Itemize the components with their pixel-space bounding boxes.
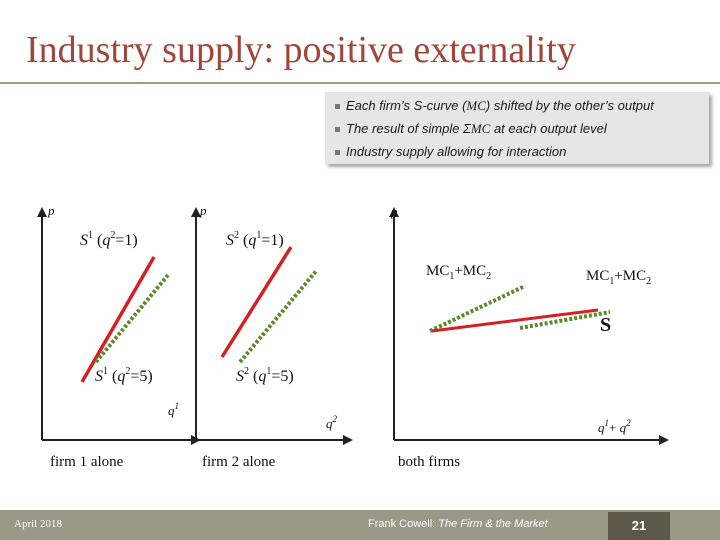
bullet-box: Each firm’s S-curve (MC) shifted by the … [325,92,709,164]
bullet-text: at each output level [490,121,607,136]
footer-bar [0,510,720,540]
mc-sum-curve-lower [519,310,611,330]
mc-sum-label-2: MC1+MC2 [586,268,651,287]
panel-both-firms: p q1+ q2 MC1+MC2 MC1+MC2 S both firms [389,204,669,470]
supply-label: S [600,314,611,336]
slide-title: Industry supply: positive externality [26,29,576,71]
upper-curve-label: S2 (q1=1) [226,230,284,249]
lower-curve-label: S1 (q2=5) [95,366,153,385]
x-axis-label: q2 [326,414,338,431]
y-axis-label: p [47,203,55,218]
mc-sum-label-1: MC1+MC2 [426,263,491,282]
y-axis-label: p [199,203,207,218]
upper-curve-label: S1 (q2=1) [80,230,138,249]
bullet-text: Industry supply allowing for interaction [346,144,567,159]
supply-curve-lower [238,268,319,364]
title-divider [0,82,720,84]
footer-author: Frank Cowell: [368,518,439,530]
footer-date: April 2018 [14,518,62,530]
bullet-item: Industry supply allowing for interaction [335,144,566,159]
footer-credit: Frank Cowell: The Firm & the Market [368,518,548,530]
x-axis-label: q1 [168,401,179,418]
panel-caption: firm 1 alone [50,454,124,470]
bullet-em: MC [466,98,486,113]
x-axis-label: q1+ q2 [598,418,631,435]
industry-supply-curve [431,308,599,333]
bullet-marker [335,104,340,110]
page-number: 21 [608,512,670,540]
footer-book: The Firm & the Market [438,518,548,530]
bullet-item: Each firm’s S-curve (MC) shifted by the … [335,98,654,114]
panel-caption: firm 2 alone [202,454,276,470]
supply-curve-upper [220,246,293,358]
bullet-item: The result of simple ΣMC at each output … [335,121,607,137]
mc-sum-curve-upper [429,284,526,333]
bullet-text: Each firm’s S-curve ( [346,98,467,113]
supply-curve-upper [80,256,156,383]
bullet-text: ) shifted by the other’s output [485,98,654,113]
bullet-marker [335,127,340,133]
panel-firm2: p q2 S2 (q1=1) S2 (q1=5) firm 2 alone [191,203,353,470]
lower-curve-label: S2 (q1=5) [236,366,294,385]
supply-curve-lower [94,273,170,364]
bullet-em: MC [470,121,491,136]
y-axis-label: p [390,204,398,219]
bullet-text: The result of simple Σ [346,121,471,136]
panel-caption: both firms [398,454,460,470]
bullet-marker [335,150,340,156]
panel-firm1: p q1 S1 (q2=1) S1 (q2=5) firm 1 alone [37,203,201,470]
